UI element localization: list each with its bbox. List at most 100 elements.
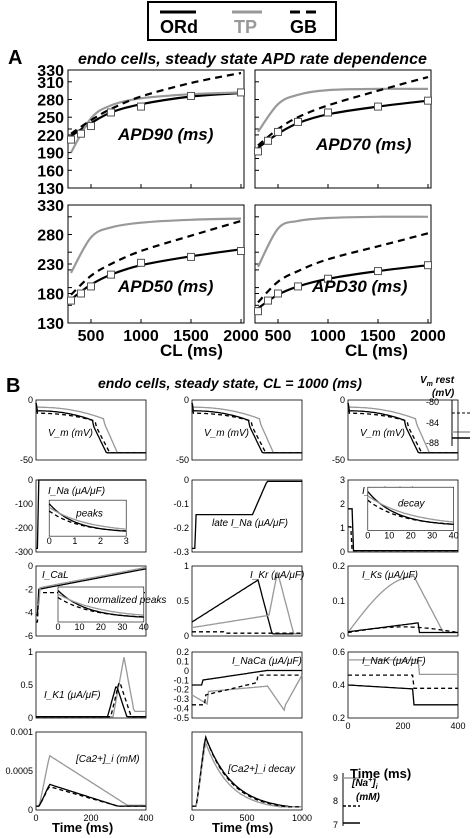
b-plot-5-inset-xtick: 30 — [427, 530, 437, 540]
legend-label-gb: GB — [290, 17, 317, 37]
b-plot-3-ytick-label: -200 — [15, 523, 33, 533]
apd50-ytick-label: 230 — [37, 257, 64, 274]
b-plot-9-series-tp — [36, 657, 146, 718]
b-plot-13-series-gb — [192, 734, 302, 808]
b-plot-8-ytick-label: 0.2 — [332, 561, 345, 571]
b-plot-13-xtick-label: 500 — [239, 813, 254, 823]
b-plot-2-series-gb — [347, 402, 458, 454]
b-plot-9-ytick-label: 0 — [28, 713, 33, 723]
b-plot-11-series-tp — [348, 659, 458, 676]
apd50-experiment-point — [187, 252, 195, 261]
b-plot-3-inset-label: peaks — [75, 508, 103, 519]
b-plot-12-series-gb — [36, 786, 146, 807]
b-plot-11-series-ord — [347, 684, 458, 706]
b-plot-8-title: I_Ks (μA/μF) — [362, 570, 418, 581]
b-plot-6-ytick-label: -6 — [25, 631, 33, 641]
svg-text:[Na+]i: [Na+]i — [351, 777, 379, 791]
b-plot-1: 0 -50 V_m (mV) — [176, 395, 303, 465]
b-plot-3: 0 -100 -200 -300 I_Na (μA/μF) peaks 0 1 2 3 — [15, 475, 147, 557]
b-plot-8-series-gb — [347, 626, 459, 634]
legend-label-tp: TP — [234, 17, 257, 37]
apd50-xtick-label: 1000 — [123, 328, 159, 345]
apd50-experiment-point — [77, 289, 85, 298]
b-plot-9-series-ord — [36, 686, 146, 718]
vm-rest-scale: Vm rest (mV) -80 -84 -88 — [420, 375, 470, 448]
b-plot-10-title: I_NaCa (μA/μF) — [232, 656, 302, 667]
apd90-ytick-label: 160 — [37, 163, 64, 180]
b-plot-6-ytick-label: 0 — [28, 561, 33, 571]
b-plot-2-ytick-label: 0 — [340, 395, 345, 405]
b-plot-8-ytick-label: 0.1 — [332, 596, 345, 606]
b-plot-3-inset-xtick: 0 — [47, 536, 52, 546]
apd90-ytick-label: 190 — [37, 146, 64, 163]
b-plot-2-title: V_m (mV) — [360, 428, 405, 439]
b-plot-10-series-tp — [191, 674, 303, 712]
b-plot-6-inset-xtick: 20 — [96, 622, 106, 632]
apd70-label: APD70 (ms) — [315, 135, 412, 154]
apd30-xtick-label: 1000 — [310, 328, 346, 345]
b-plot-3-inset-tp — [48, 506, 127, 530]
b-plot-10-ytick-label: -0.1 — [173, 675, 189, 685]
apd90-ytick-label: 280 — [37, 93, 64, 110]
b-plot-2-ytick-label: -50 — [332, 455, 345, 465]
apd30-xtick-label: 500 — [265, 328, 292, 345]
apd90-experiment-point — [237, 88, 245, 97]
panel-b-grid: 0 -50 V_m (mV) 0 -50 V_m (mV) 0 -50 V_m (mV) 0 -10… — [5, 395, 465, 823]
b-plot-10-ytick-label: 0.1 — [176, 656, 189, 666]
nai-tick-8: 8 — [333, 796, 338, 806]
b-plot-2: 0 -50 V_m (mV) — [332, 395, 459, 465]
apd30-experiment-point — [294, 282, 302, 291]
apd30-experiment-point — [264, 296, 272, 305]
b-plot-5-inset-label: decay — [398, 499, 426, 510]
b-plot-9: 1 0.5 0 I_K1 (μA/μF) — [20, 647, 147, 723]
apd50-experiment-point — [107, 270, 115, 279]
b-plot-9-ytick-label: 1 — [28, 647, 33, 657]
b-plot-0-ytick-label: 0 — [28, 395, 33, 405]
b-plot-4-frame — [191, 479, 303, 553]
b-plot-12-ytick-label: 0.0005 — [5, 766, 33, 776]
apd70-plot: APD70 (ms) — [254, 69, 432, 189]
apd50-experiment-point — [87, 282, 95, 291]
apd70-experiment-point — [264, 136, 272, 145]
b-plot-0-ytick-label: -50 — [20, 455, 33, 465]
b-plot-7-series-ord — [191, 578, 302, 635]
b-plot-10-series-ord — [192, 669, 302, 686]
apd30-series-gb — [257, 232, 429, 304]
apd70-series-gb — [257, 76, 429, 147]
b-plot-4-title: late I_Na (μA/μF) — [212, 518, 288, 529]
b-plot-11-ytick-label: 0.2 — [332, 713, 345, 723]
b-plot-4: 0 -0.1 -0.2 -0.3 late I_Na (μA/μF) — [173, 475, 303, 557]
b-plot-12: 0.001 0.0005 00 200 400 [Ca2+]_i (mM) — [5, 727, 153, 823]
b-plot-3-ytick-label: -300 — [15, 547, 33, 557]
b-plot-12-series-ord — [36, 783, 146, 807]
b-plot-13: 0 500 1000 [Ca2+]_i decay — [189, 731, 312, 823]
nai-unit: (mM) — [356, 792, 381, 803]
nai-suffix: ] — [371, 778, 376, 789]
b-plot-7-series-tp — [191, 570, 302, 635]
b-plot-6: 0 -2 -4 -6 I_CaL normalized peaks 0 10 20 30 40 — [25, 561, 166, 641]
apd50-experiment-point — [137, 258, 145, 267]
b-plot-12-xtick-label: 200 — [83, 813, 98, 823]
b-plot-1-series-gb — [191, 402, 302, 454]
b-plot-0-title: V_m (mV) — [48, 428, 93, 439]
b-plot-8-frame — [347, 565, 459, 637]
apd30-experiment-point — [324, 274, 332, 283]
apd70-experiment-point — [254, 147, 262, 156]
b-plot-3-inset-gb — [48, 510, 127, 532]
apd90-series-tp — [70, 91, 242, 154]
apd70-experiment-point — [424, 96, 432, 105]
apd30-series-tp — [257, 215, 429, 268]
apd70-experiment-point — [274, 127, 282, 136]
b-plot-8-series-ord — [347, 622, 458, 634]
b-plot-0: 0 -50 V_m (mV) — [20, 395, 147, 465]
vm-rest-sub: m — [427, 381, 433, 388]
b-plot-12-ytick-label: 0.001 — [10, 727, 33, 737]
b-plot-5-inset-xtick: 0 — [365, 530, 370, 540]
b-plot-6-inset-xtick: 0 — [55, 622, 60, 632]
b-plot-10-ytick-label: -0.5 — [173, 713, 189, 723]
b-plot-3-inset-xtick: 2 — [98, 536, 103, 546]
b-plot-10-ytick-label: -0.3 — [173, 694, 189, 704]
apd50-label: APD50 (ms) — [117, 277, 214, 296]
apd70-series-tp — [257, 87, 429, 133]
